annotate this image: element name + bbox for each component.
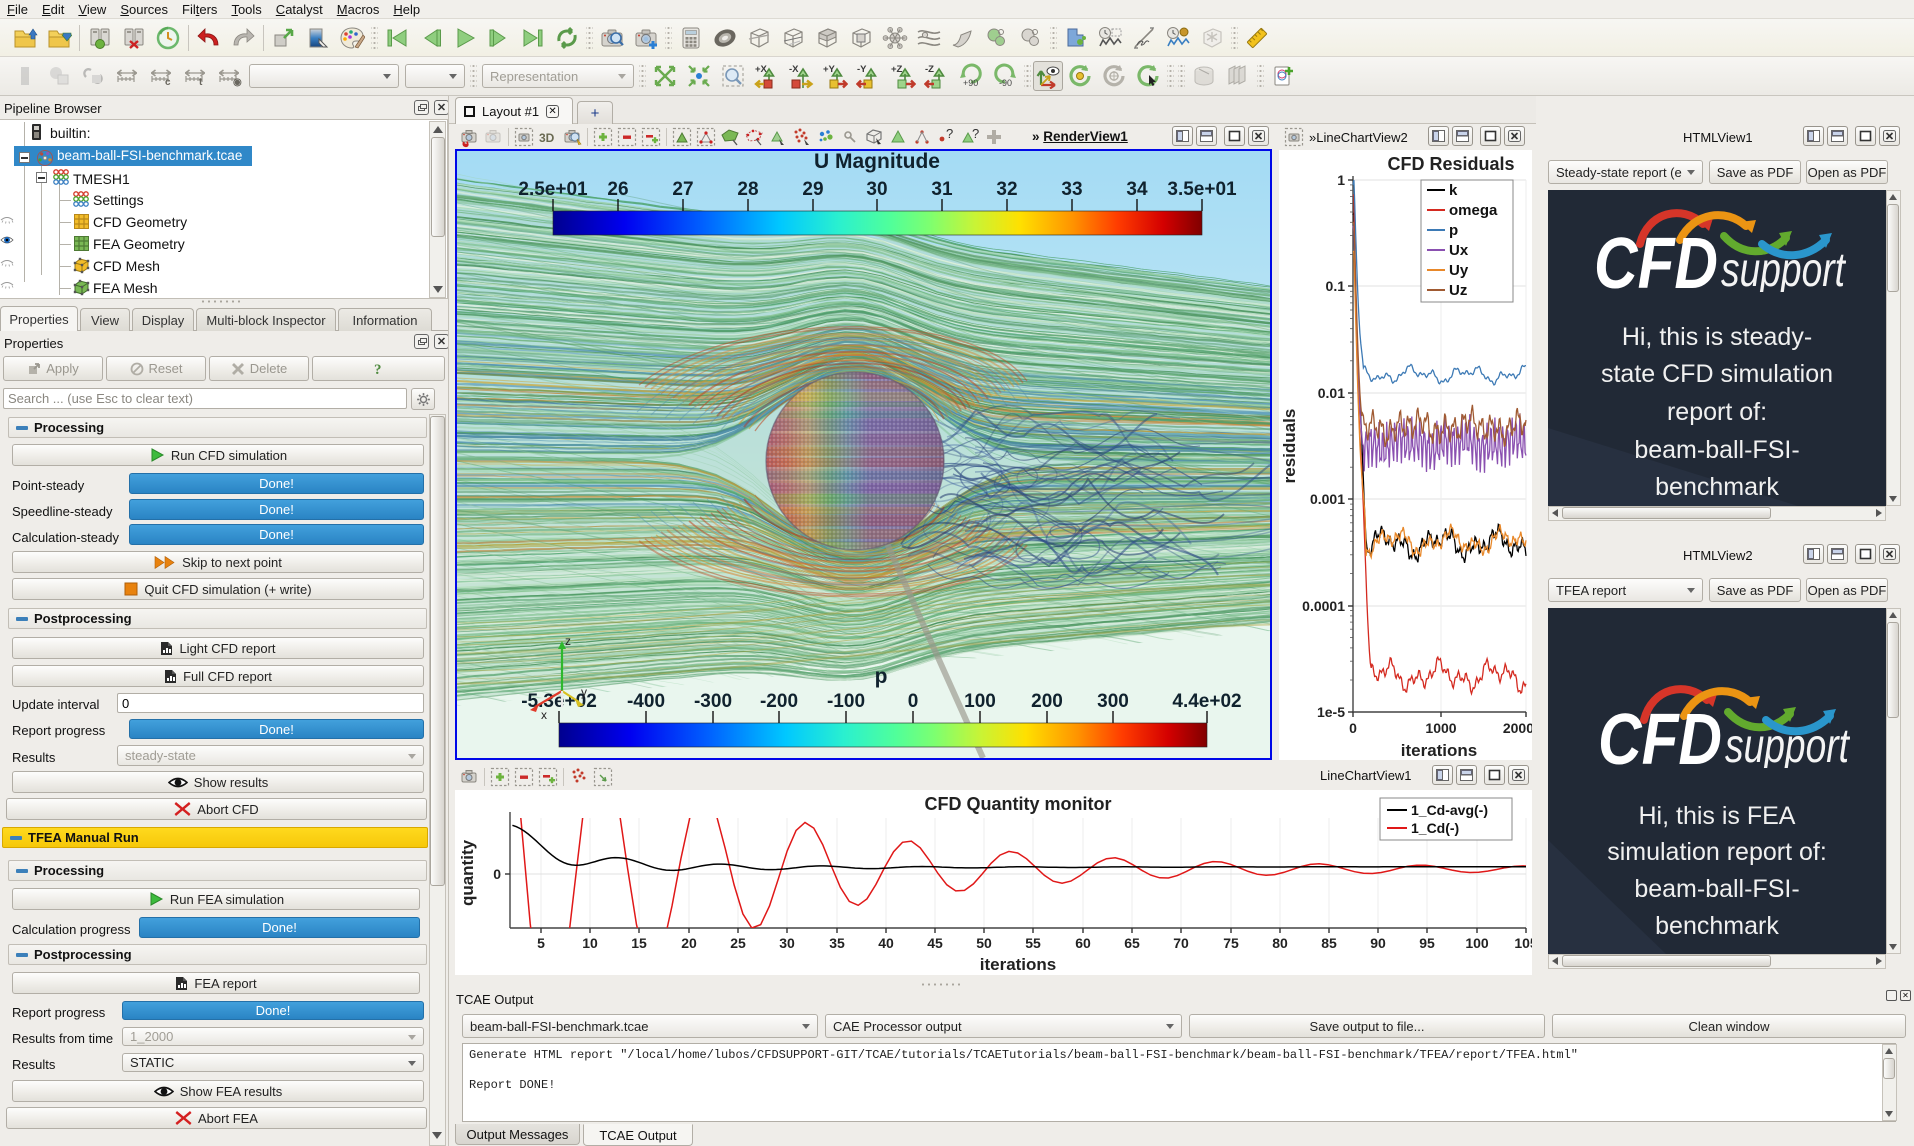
svg-text:75: 75 [1223,935,1239,951]
svg-text:35: 35 [829,935,845,951]
svg-text:85: 85 [1321,935,1337,951]
svg-text:33: 33 [1061,179,1082,200]
svg-text:28: 28 [737,179,758,200]
svg-text:31: 31 [931,179,953,200]
svg-text:y: y [581,685,587,699]
svg-text:95: 95 [1419,935,1435,951]
svg-text:5: 5 [537,935,545,951]
svg-text:65: 65 [1124,935,1140,951]
svg-text:-400: -400 [627,691,665,712]
svg-text:-Z: -Z [925,64,934,75]
svg-text:+90: +90 [963,78,978,88]
svg-text:0.0001: 0.0001 [1302,598,1345,614]
svg-text:1000: 1000 [1425,720,1456,736]
svg-text:-X: -X [789,64,799,75]
svg-text:?: ? [374,362,382,377]
svg-text:omega: omega [1449,202,1498,219]
svg-text:Ux: Ux [1449,242,1469,259]
svg-text:p: p [1449,222,1458,239]
svg-text:support: support [1725,720,1850,768]
svg-text:2.5e+01: 2.5e+01 [518,179,588,200]
svg-text:29: 29 [802,179,823,200]
svg-text:1_Cd(-): 1_Cd(-) [1411,820,1459,836]
svg-text:15: 15 [631,935,647,951]
svg-text:105: 105 [1514,935,1532,951]
svg-text:+X: +X [755,64,768,75]
svg-text:100: 100 [964,691,996,712]
svg-text:c: c [165,77,171,88]
svg-text:10: 10 [582,935,598,951]
svg-text:-100: -100 [827,691,865,712]
svg-text:Uy: Uy [1449,262,1469,279]
svg-text:0: 0 [908,691,919,712]
svg-text:60: 60 [1075,935,1091,951]
svg-text:3.5e+01: 3.5e+01 [1167,179,1237,200]
svg-text:40: 40 [878,935,894,951]
svg-text:0: 0 [493,866,501,882]
svg-text:+Y: +Y [823,64,836,75]
svg-text:3D: 3D [539,131,555,145]
svg-text:4.4e+02: 4.4e+02 [1172,691,1241,712]
svg-text:CFD Quantity monitor: CFD Quantity monitor [925,794,1112,814]
svg-text:45: 45 [927,935,943,951]
svg-text:?: ? [972,126,979,141]
svg-text:200: 200 [1031,691,1063,712]
svg-text:27: 27 [672,179,693,200]
svg-text:80: 80 [1272,935,1288,951]
svg-text:residuals: residuals [1280,409,1299,484]
svg-text:t: t [199,77,203,88]
svg-text:CFD: CFD [1600,700,1722,768]
svg-text:CFD: CFD [1596,224,1718,292]
svg-text:32: 32 [996,179,1017,200]
svg-text:90: 90 [1370,935,1386,951]
svg-text:20: 20 [681,935,697,951]
svg-text:-90: -90 [999,78,1012,88]
svg-text:p: p [875,665,888,688]
svg-text:0.001: 0.001 [1310,491,1345,507]
svg-text:50: 50 [976,935,992,951]
svg-text:x: x [541,708,547,722]
svg-text:0.01: 0.01 [1318,385,1345,401]
svg-text:25: 25 [730,935,746,951]
svg-text:34: 34 [1126,179,1148,200]
svg-text:k: k [1449,182,1458,199]
svg-text:z: z [565,634,571,648]
svg-text:◉: ◉ [233,77,242,88]
svg-text:-200: -200 [760,691,798,712]
svg-text:1e-5: 1e-5 [1317,704,1345,720]
svg-text:1: 1 [1337,172,1345,188]
svg-text:70: 70 [1173,935,1189,951]
svg-text:1_Cd-avg(-): 1_Cd-avg(-) [1411,802,1488,818]
svg-text:300: 300 [1097,691,1129,712]
svg-text:U Magnitude: U Magnitude [814,151,940,173]
svg-text:-5.3e+02: -5.3e+02 [521,691,597,712]
svg-text:100: 100 [1465,935,1489,951]
svg-text:0.1: 0.1 [1326,278,1346,294]
svg-text:iterations: iterations [1401,741,1478,760]
svg-text:+Z: +Z [891,64,903,75]
svg-text:30: 30 [779,935,795,951]
svg-text:-300: -300 [694,691,732,712]
svg-text:2000: 2000 [1503,720,1532,736]
svg-text:30: 30 [866,179,887,200]
svg-text:-Y: -Y [857,64,867,75]
svg-text:CFD Residuals: CFD Residuals [1387,154,1514,174]
svg-text:support: support [1721,244,1846,292]
svg-text:?: ? [946,126,953,141]
svg-text:26: 26 [607,179,628,200]
svg-text:iterations: iterations [980,955,1057,974]
svg-text:quantity: quantity [458,839,477,906]
svg-text:55: 55 [1025,935,1041,951]
svg-text:Uz: Uz [1449,282,1467,299]
svg-text:0: 0 [1349,720,1357,736]
